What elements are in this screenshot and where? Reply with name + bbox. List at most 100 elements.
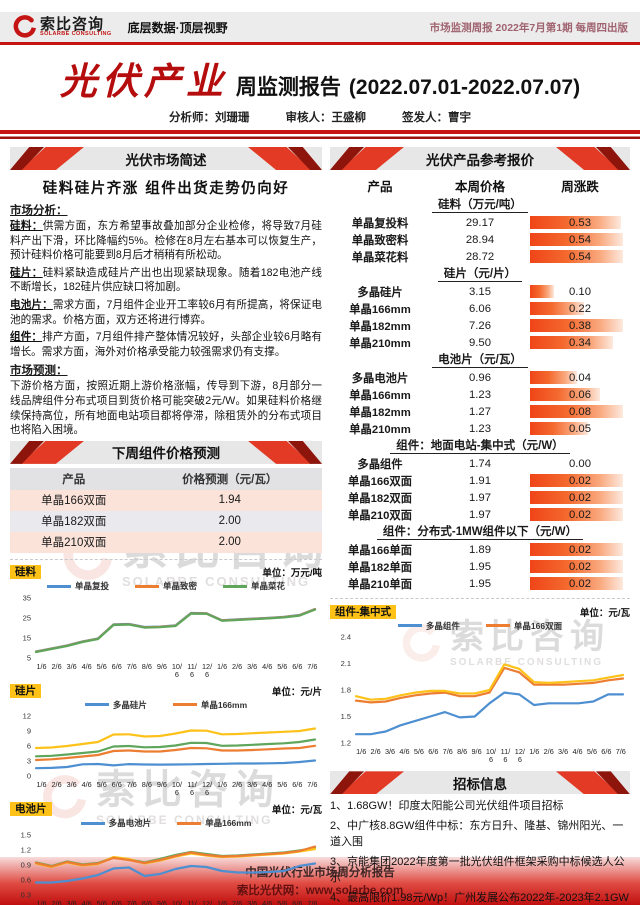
- price-col-week-price: 本周价格: [454, 179, 505, 194]
- paragraph-lead: 硅料：: [10, 220, 43, 232]
- price-product: 单晶166单面: [347, 544, 413, 557]
- x-tick-label: 5/6: [277, 898, 288, 905]
- change-bar: [530, 233, 623, 246]
- forecast-table: 产品 价格预测（元/瓦） 单晶166双面 1.94 单晶182双面 2.00 单…: [10, 467, 322, 553]
- price-product: 单晶210单面: [347, 578, 413, 591]
- chart-legend: 多晶硅片 单晶166mm: [10, 698, 322, 711]
- forecast-product: 单晶210双面: [10, 531, 138, 553]
- price-product: 多晶电池片: [351, 372, 409, 385]
- price-row: 单晶210mm 9.50 0.34: [330, 334, 630, 351]
- price-group-header: 电池片（元/瓦）: [330, 351, 630, 369]
- price-change: 0.02: [569, 474, 591, 487]
- change-bar: [530, 216, 621, 229]
- chart-plot: 1.2 1.5 1.8 2.1 2.4: [341, 633, 625, 748]
- x-tick-label: 3/6: [247, 661, 258, 671]
- section-title: 下周组件价格预测: [112, 446, 220, 462]
- x-tick-label: 9/6: [156, 780, 167, 790]
- price-change-cell: 0.54: [530, 231, 630, 248]
- chart-plot: 0.3 0.6 0.9 1.2 1.5: [21, 830, 317, 899]
- change-bar: [530, 543, 623, 556]
- module-price-chart: 组件-集中式 单位：元/瓦 多晶组件 单晶166双面 1.2 1.5 1.8 2.1 2.…: [330, 604, 630, 763]
- x-tick-label: 8/6: [141, 661, 152, 671]
- content-columns: 光伏市场简述 硅料硅片齐涨 组件出货走势仍向好 市场分析： 硅料：供需方面，东方…: [0, 139, 640, 905]
- svg-text:2.1: 2.1: [341, 659, 351, 668]
- price-row: 单晶166mm 1.23 0.06: [330, 386, 630, 403]
- forecast-product: 单晶182双面: [10, 510, 138, 532]
- price-product: 单晶166mm: [349, 303, 411, 316]
- cell-price-chart: 电池片 单位：元/瓦 多晶电池片 单晶166mm 0.3 0.6 0.9 1.2 1.5 …: [10, 802, 322, 905]
- forecast-value: 2.00: [137, 510, 322, 532]
- x-tick-label: 10/ 6: [171, 780, 183, 797]
- x-tick-label: 8/6: [457, 747, 468, 756]
- price-product: 单晶182mm: [349, 406, 411, 419]
- x-tick-label: 6/6: [292, 661, 303, 671]
- chart-header: 电池片 单位：元/瓦: [10, 802, 322, 817]
- price-value: 1.27: [469, 405, 491, 418]
- change-bar: [530, 336, 613, 349]
- change-bar: [530, 285, 554, 298]
- footer-website: 索比光伏网：www.solarbe.com: [236, 885, 404, 897]
- change-bar: [530, 577, 623, 590]
- price-value: 1.91: [469, 474, 491, 487]
- price-row: 单晶210双面 1.97 0.02: [330, 506, 630, 523]
- x-tick-label: 7/6: [307, 898, 318, 905]
- x-tick-label: 8/6: [141, 898, 152, 905]
- price-group-header: 硅片（元/片）: [330, 265, 630, 283]
- x-tick-label: 1/6: [217, 661, 228, 671]
- price-row: 单晶182mm 7.26 0.38: [330, 317, 630, 334]
- headline: 硅料硅片齐涨 组件出货走势仍向好: [42, 180, 290, 197]
- x-tick-label: 5/6: [277, 780, 288, 790]
- price-product: 单晶菜花料: [351, 251, 409, 264]
- divider: [10, 558, 322, 560]
- price-row: 单晶210mm 1.23 0.05: [330, 420, 630, 437]
- svg-text:15: 15: [23, 634, 31, 643]
- price-product: 单晶182mm: [349, 320, 411, 333]
- chart-unit: 单位：元/瓦: [579, 607, 630, 619]
- right-column: 光伏产品参考报价 产品 本周价格 周涨跌 硅料（万元/吨） 单晶复投料 29.1…: [330, 147, 630, 905]
- legend-item: 单晶166mm: [177, 817, 251, 829]
- chart-legend: 多晶组件 单晶166双面: [330, 619, 630, 632]
- change-bar: [530, 319, 623, 332]
- svg-text:25: 25: [23, 614, 31, 623]
- x-tick-label: 2/6: [232, 898, 243, 905]
- x-tick-label: 1/6: [217, 780, 228, 790]
- price-row: 单晶复投料 29.17 0.53: [330, 214, 630, 231]
- price-row: 单晶182mm 1.27 0.08: [330, 403, 630, 420]
- x-tick-label: 6/6: [601, 747, 612, 756]
- forecast-row: 单晶166双面 1.94: [10, 489, 322, 511]
- price-row: 单晶182单面 1.95 0.02: [330, 558, 630, 575]
- x-tick-label: 6/6: [111, 898, 122, 905]
- x-tick-label: 11/ 6: [187, 898, 197, 905]
- price-change-cell: 0.02: [530, 506, 630, 523]
- section-header-forecast-table: 下周组件价格预测: [10, 440, 322, 464]
- svg-text:0.6: 0.6: [21, 875, 31, 884]
- price-change: 0.54: [569, 250, 591, 263]
- chart-unit: 单位：元/瓦: [271, 805, 322, 817]
- legend-item: 单晶166mm: [172, 699, 247, 711]
- price-change: 0.02: [569, 491, 591, 504]
- svg-text:1.5: 1.5: [341, 712, 351, 721]
- x-tick-label: 7/6: [307, 780, 318, 790]
- paragraph-lead: 组件：: [10, 331, 43, 344]
- svg-text:5: 5: [27, 654, 31, 663]
- x-tick-label: 12/ 6: [201, 898, 213, 905]
- x-tick-label: 1/6: [36, 898, 47, 905]
- x-tick-label: 4/6: [399, 747, 410, 756]
- x-tick-label: 12/ 6: [201, 661, 213, 679]
- price-table-header: 产品 本周价格 周涨跌: [330, 174, 630, 196]
- section-header-market-summary: 光伏市场简述: [10, 147, 322, 170]
- price-change: 0.02: [569, 560, 591, 573]
- divider: [330, 598, 630, 599]
- price-change: 0.02: [569, 508, 591, 521]
- price-row: 多晶电池片 0.96 0.04: [330, 369, 630, 386]
- forecast-row: 单晶210双面 2.00: [10, 531, 322, 553]
- x-tick-label: 7/6: [126, 780, 137, 790]
- price-change: 0.04: [569, 371, 591, 384]
- x-tick-label: 2/6: [51, 898, 62, 905]
- x-tick-label: 6/6: [428, 747, 439, 756]
- x-tick-label: 9/6: [471, 747, 482, 756]
- analysis-paragraph: 硅片：硅料紧缺造成硅片产出也出现紧缺现象。随着182电池产线不断增长，182硅片…: [10, 266, 322, 294]
